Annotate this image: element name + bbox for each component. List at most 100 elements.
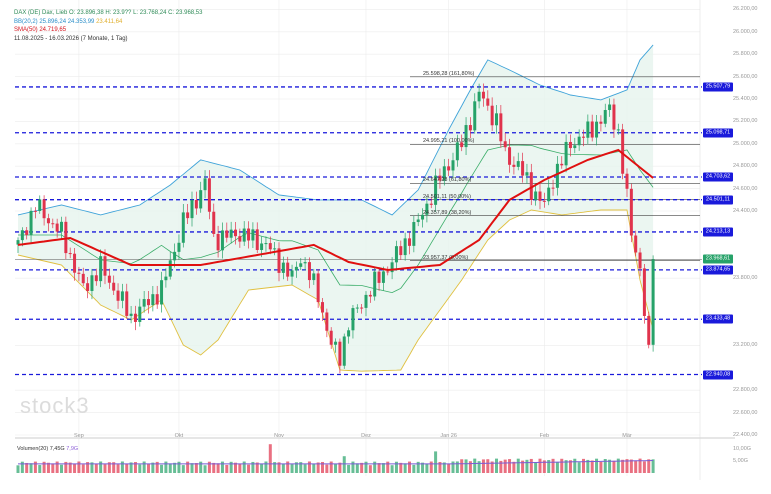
candle-body [251, 229, 255, 241]
volume-bar [307, 461, 311, 473]
volume-bar [490, 461, 494, 473]
volume-bar [42, 461, 46, 473]
candle-body [164, 276, 168, 281]
level-price-label[interactable]: 25.507,79 [703, 82, 733, 92]
candle-body [425, 203, 429, 215]
candle-body [634, 235, 638, 253]
candle-body [347, 330, 351, 337]
candle-body [338, 341, 342, 366]
y-axis-tick: 25.800,00 [733, 51, 758, 58]
volume-bar [390, 465, 394, 473]
candle-body [103, 256, 107, 276]
volume-bar [73, 463, 77, 473]
candle-body [216, 233, 220, 251]
volume-bar [255, 462, 259, 473]
volume-bar [77, 461, 81, 473]
candle-body [508, 147, 512, 165]
x-axis-tick: Feb [539, 433, 550, 439]
volume-bar [373, 461, 377, 473]
level-price-label[interactable]: 22.940,08 [703, 370, 733, 379]
volume-bar [595, 458, 599, 473]
bollinger-band-fill [18, 44, 654, 372]
candle-body [408, 238, 411, 246]
candle-body [573, 145, 577, 149]
volume-bar [29, 463, 33, 473]
volume-bar [281, 464, 285, 473]
candle-body [442, 166, 446, 181]
candle-body [616, 129, 620, 131]
y-axis-tick: 26.000,00 [733, 28, 758, 35]
volume-bar [403, 463, 407, 473]
volume-bar [608, 459, 612, 473]
level-price-label[interactable]: 24.213,13 [703, 227, 733, 237]
volume-bar [20, 461, 24, 473]
candle-body [499, 113, 503, 142]
candle-body [86, 283, 90, 291]
volume-bar [486, 459, 490, 473]
volume-bar [247, 464, 251, 473]
volume-axis-tick: 5,00G [733, 458, 748, 464]
candle-body [73, 253, 77, 273]
volume-bar [321, 461, 324, 473]
candle-body [181, 212, 185, 243]
volume-bar [460, 459, 464, 473]
volume-bar [147, 463, 150, 473]
candle-body [38, 199, 42, 211]
candle-body [160, 280, 164, 305]
candle-body [260, 243, 264, 250]
volume-bar [412, 464, 416, 473]
candle-body [186, 212, 190, 219]
legend-bollinger-lower: 23.411,64 [96, 18, 123, 25]
candle-body [625, 173, 629, 189]
volume-bar [133, 462, 137, 473]
candle-body [551, 187, 555, 189]
x-axis-tick: Jan 26 [440, 433, 457, 439]
volume-bar [473, 458, 477, 473]
volume-bar [360, 462, 364, 473]
candle-body [368, 294, 372, 297]
candle-body [133, 313, 137, 322]
candle-body [516, 161, 520, 167]
candle-body [621, 129, 625, 174]
candle-body [564, 141, 568, 166]
volume-bar [55, 461, 59, 473]
volume-bar [338, 462, 342, 473]
fibonacci-label: 24.995,21 (100,00%) [423, 138, 475, 145]
volume-bar [64, 461, 68, 473]
candle-body [55, 223, 59, 232]
volume-bar [125, 463, 129, 473]
level-price-label[interactable]: 23.433,48 [703, 314, 733, 324]
candle-body [538, 191, 542, 201]
candle-body [390, 262, 394, 273]
candle-body [586, 121, 590, 138]
legend-bollinger: BB(20,2) 25.896,24 24.353,99 23.411,64 [14, 18, 202, 27]
volume-bar [451, 461, 455, 473]
volume-bar [568, 460, 572, 473]
candle-body [512, 164, 516, 167]
candle-body [525, 172, 529, 176]
candle-body [455, 142, 459, 161]
volume-bar [260, 463, 264, 473]
fibonacci-label: 24.647,28 (61,80%) [423, 177, 472, 184]
level-price-label[interactable]: 24.501,11 [703, 195, 733, 205]
level-price-label[interactable]: 23.874,65 [703, 265, 733, 275]
candle-body [542, 200, 546, 202]
level-price-label[interactable]: 25.098,71 [703, 128, 733, 138]
volume-bar [151, 462, 155, 473]
volume-bar [86, 462, 90, 473]
volume-bar [38, 465, 42, 473]
level-price-label[interactable]: 24.703,62 [703, 172, 733, 182]
x-axis-tick: Sep [73, 433, 84, 439]
candle-body [194, 199, 198, 209]
volume-legend-value: Volumen(20) 7,45G [17, 446, 65, 452]
candle-body [412, 222, 416, 246]
volume-bar [355, 463, 359, 473]
candle-body [294, 266, 298, 271]
candle-body [273, 248, 277, 250]
candle-body [473, 101, 477, 131]
volume-bar [503, 459, 507, 473]
volume-bar [329, 461, 333, 473]
volume-bar [186, 461, 190, 473]
candle-body [647, 315, 651, 345]
